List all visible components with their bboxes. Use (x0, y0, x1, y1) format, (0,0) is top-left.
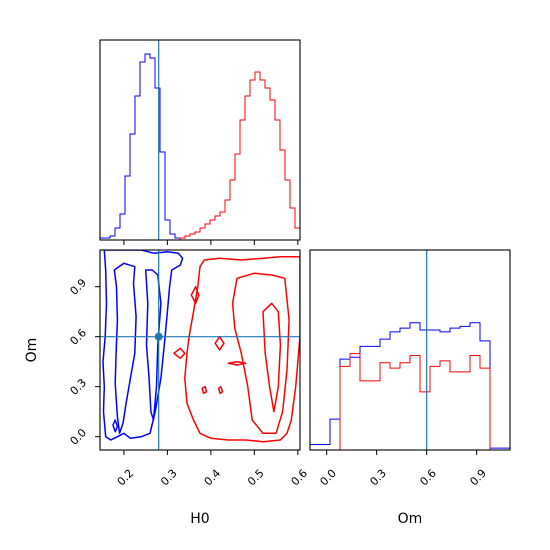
red-contour-island-4 (173, 347, 186, 360)
om-x-tick-label: 0.0 (317, 467, 339, 489)
h0-histogram-panel (99, 39, 301, 245)
h0-x-tick-label: 0.3 (158, 467, 180, 489)
om-y-tick-label: 0.9 (68, 276, 90, 298)
om-y-tick-label: 0.0 (68, 426, 90, 448)
om-histogram-panel: 0.0 0.3 0.6 0.9 (309, 249, 511, 489)
h0-x-tick-label: 0.5 (245, 467, 267, 489)
om-hist-frame (309, 249, 511, 451)
red-contour-island-5 (201, 385, 208, 395)
h0-hist-blue-series (99, 53, 300, 241)
om-x-tick-label: 0.9 (467, 467, 489, 489)
om-hist-red-series (310, 353, 510, 451)
red-contour-island-1 (190, 285, 200, 305)
red-contour-island-2 (214, 335, 225, 351)
blue-contour-inner (144, 269, 162, 421)
h0-om-contour-panel: 0.2 0.3 0.4 0.5 0.6 0.0 0.3 0.6 0.9 (68, 249, 311, 489)
om-hist-blue-series (309, 322, 511, 450)
red-contour-island-3 (227, 360, 247, 366)
blue-contour-outer (102, 250, 184, 441)
om-y-tick-label: 0.6 (68, 326, 90, 348)
blue-contour-mid (113, 262, 137, 435)
h0-x-tick-label: 0.6 (289, 467, 311, 489)
h0-hist-frame (99, 39, 301, 241)
om-y-tick-label: 0.3 (68, 376, 90, 398)
y-axis-label-om: Om (24, 338, 40, 363)
h0-x-tick-label: 0.4 (202, 467, 224, 489)
red-contour-inner (262, 302, 282, 413)
om-x-tick-label: 0.3 (367, 467, 389, 489)
red-contour-outer (184, 255, 300, 443)
red-contour-island-6 (217, 385, 224, 395)
om-x-tick-label: 0.6 (417, 467, 439, 489)
blue-contour-island (112, 419, 119, 433)
scatter-frame (99, 249, 301, 451)
contour-layer (102, 250, 300, 443)
truth-point (154, 332, 163, 341)
x-axis-label-om: Om (398, 511, 423, 527)
h0-x-tick-label: 0.2 (115, 467, 137, 489)
x-axis-label-h0: H0 (190, 511, 209, 527)
